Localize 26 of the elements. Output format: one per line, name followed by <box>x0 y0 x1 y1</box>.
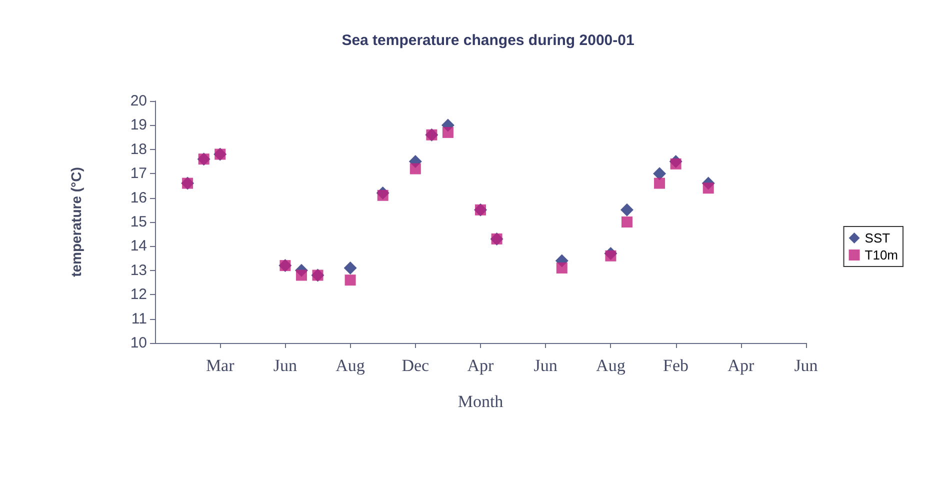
y-tick-label: 17 <box>130 165 147 182</box>
y-tick-label: 16 <box>130 189 147 206</box>
legend-label: SST <box>864 230 890 246</box>
x-tick-label: Aug <box>596 356 626 375</box>
y-axis-title: temperature (°C) <box>68 167 84 277</box>
y-tick-label: 12 <box>130 286 147 304</box>
y-tick-label: 13 <box>130 262 147 279</box>
x-tick-label: Mar <box>206 356 235 375</box>
y-tick-label: 15 <box>130 214 147 230</box>
y-tick-label: 10 <box>130 334 147 352</box>
x-tick-label: Dec <box>402 356 430 375</box>
x-tick-label: Jun <box>794 356 818 375</box>
x-axis-title: Month <box>458 392 504 411</box>
y-tick-label: 14 <box>130 238 147 255</box>
y-tick-label: 20 <box>130 92 147 110</box>
legend-label: T10m <box>864 248 898 262</box>
x-tick-label: Aug <box>336 356 366 375</box>
x-tick-label: Feb <box>663 356 689 375</box>
y-tick-label: 19 <box>130 116 147 134</box>
x-tick-label: Apr <box>728 356 754 375</box>
y-tick-label: 11 <box>131 310 147 328</box>
chart-title: Sea temperature changes during 2000-01 <box>342 32 634 49</box>
x-tick-label: Jun <box>534 356 558 375</box>
x-tick-label: Apr <box>467 356 494 375</box>
y-tick-label: 18 <box>130 140 147 158</box>
x-tick-label: Jun <box>273 356 298 375</box>
